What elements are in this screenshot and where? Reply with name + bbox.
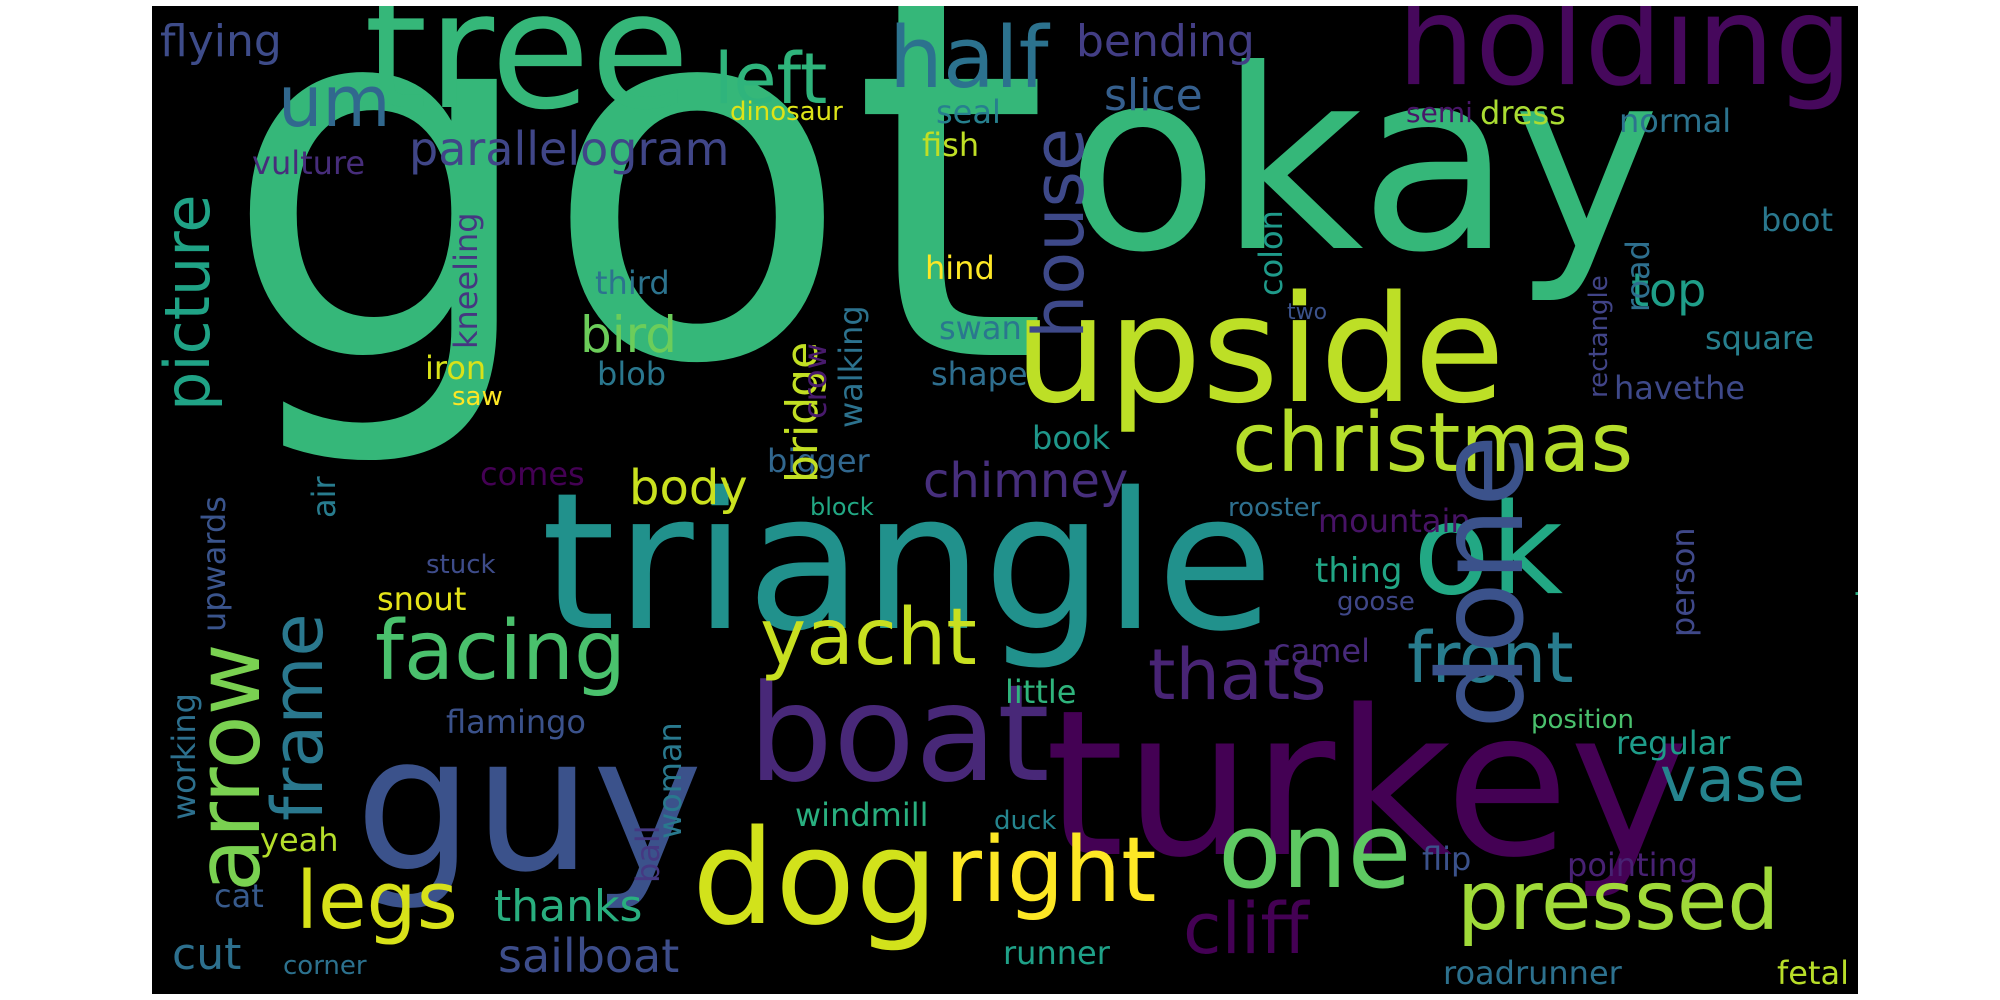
word: seal	[936, 93, 1001, 131]
word: hind	[925, 249, 995, 287]
word: third	[595, 264, 670, 302]
word: rooster	[1228, 493, 1321, 523]
word: legs	[296, 855, 458, 947]
word: rectangle	[1584, 275, 1614, 398]
word: runner	[1003, 934, 1110, 972]
word: holding	[1397, 6, 1853, 114]
word: christmas	[1232, 396, 1634, 491]
word: comes	[480, 455, 585, 493]
word: thats	[1148, 634, 1327, 716]
word: duck	[994, 806, 1057, 836]
word: bending	[1076, 16, 1255, 67]
word: ball	[629, 825, 667, 883]
word: boat	[748, 656, 1050, 812]
word: little	[1005, 673, 1077, 711]
word: top	[1631, 263, 1707, 317]
word: roadrunner	[1443, 954, 1622, 992]
word: swan	[939, 309, 1022, 347]
word: colon	[1252, 210, 1290, 296]
word: pressed	[1457, 854, 1780, 949]
word: um	[278, 61, 391, 143]
word: mountain	[1318, 502, 1471, 540]
word: half	[889, 9, 1049, 108]
word: flamingo	[446, 703, 586, 741]
word: vase	[1660, 743, 1806, 816]
word: parallelogram	[409, 122, 730, 176]
word: flip	[1422, 840, 1472, 878]
word-cloud: got okay triangle turkey tree holding up…	[152, 6, 1858, 994]
word: boot	[1761, 201, 1834, 239]
word: air	[305, 476, 343, 518]
word: windmill	[795, 796, 929, 834]
word: square	[1705, 319, 1815, 357]
word: done	[1412, 434, 1550, 729]
word: slice	[1104, 70, 1203, 121]
word: front	[1407, 617, 1574, 699]
word: bird	[580, 306, 678, 364]
word: crow	[796, 343, 834, 419]
word: left	[714, 38, 828, 120]
word: book	[1032, 419, 1110, 457]
word: thanks	[494, 881, 643, 932]
word: two	[1287, 300, 1328, 325]
word: got	[222, 6, 1050, 475]
word: position	[1531, 705, 1634, 735]
word: regular	[1616, 724, 1731, 762]
word: woman	[651, 722, 689, 839]
word: person	[1664, 527, 1702, 637]
word: fish	[922, 126, 980, 164]
word: picture	[152, 194, 224, 411]
word: running	[1850, 548, 1858, 672]
word: camel	[1273, 632, 1370, 670]
word: guy	[355, 696, 703, 914]
word: body	[629, 460, 748, 516]
word: dress	[1480, 94, 1566, 132]
word: chimney	[923, 453, 1129, 509]
word: triangle	[541, 452, 1274, 673]
word: sailboat	[498, 929, 680, 983]
word: cut	[172, 929, 242, 980]
word: blob	[597, 355, 667, 393]
word: house	[1018, 127, 1100, 339]
word: goose	[1337, 587, 1415, 617]
word: yeah	[260, 821, 339, 859]
word: pointing	[1567, 846, 1699, 884]
word: upwards	[195, 496, 233, 632]
word: kneeling	[447, 212, 485, 349]
word: shape	[931, 355, 1028, 393]
word: walking	[832, 305, 870, 428]
word: yacht	[760, 593, 977, 683]
word: cliff	[1183, 888, 1309, 970]
word: semi	[1406, 96, 1473, 129]
word: right	[945, 818, 1157, 923]
word: dinosaur	[730, 97, 843, 127]
word: thing	[1315, 551, 1403, 591]
word: flying	[160, 16, 282, 67]
word: stuck	[426, 550, 496, 580]
word: fetal	[1777, 954, 1849, 992]
word: havethe	[1614, 369, 1746, 407]
word: normal	[1619, 102, 1732, 140]
word: dog	[692, 801, 939, 954]
word: facing	[375, 604, 627, 699]
word: ok	[1413, 476, 1564, 623]
word: cat	[214, 877, 264, 915]
word: block	[810, 493, 874, 521]
word: turkey	[1045, 666, 1689, 902]
word: working	[165, 693, 203, 820]
word: frame	[257, 613, 339, 821]
word: iron	[425, 349, 487, 387]
word: road	[1619, 240, 1657, 312]
word: vulture	[252, 144, 366, 182]
word: bigger	[767, 442, 870, 480]
word: upside	[1014, 264, 1505, 436]
word: snout	[377, 580, 467, 618]
word: corner	[283, 951, 367, 981]
word: one	[1218, 790, 1412, 912]
word: saw	[452, 382, 503, 412]
word: okay	[1066, 16, 1661, 307]
word: tree	[364, 6, 690, 146]
